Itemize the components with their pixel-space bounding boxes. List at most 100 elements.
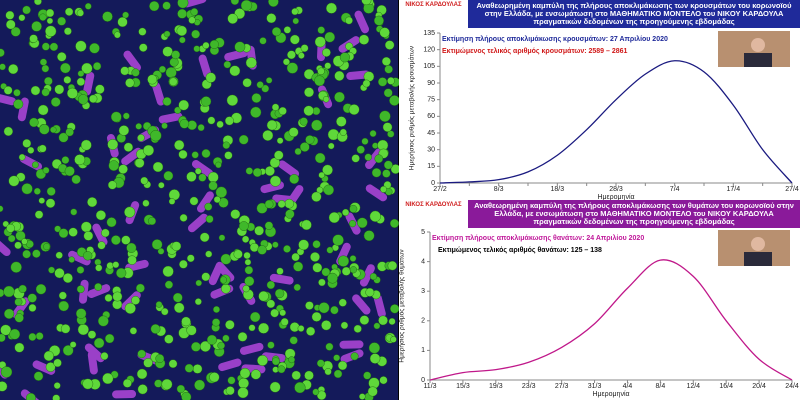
coccus — [121, 235, 131, 245]
y-tick-label: 1 — [421, 347, 425, 354]
coccus — [237, 332, 248, 342]
coccus — [363, 230, 375, 242]
coccus — [361, 137, 369, 145]
coccus — [102, 372, 114, 385]
coccus — [312, 388, 320, 396]
coccus — [270, 308, 279, 318]
coccus — [283, 26, 292, 34]
coccus — [93, 337, 105, 349]
coccus — [95, 264, 103, 272]
coccus — [113, 31, 121, 39]
coccus — [316, 359, 325, 368]
coccus — [371, 168, 382, 178]
coccus — [204, 202, 213, 211]
coccus — [45, 198, 56, 208]
coccus — [106, 217, 117, 228]
coccus — [13, 99, 24, 110]
coccus — [345, 16, 353, 25]
coccus — [241, 235, 250, 243]
coccus — [317, 67, 325, 75]
coccus — [224, 116, 234, 126]
coccus — [3, 86, 13, 95]
coccus — [136, 368, 148, 380]
rod — [123, 50, 141, 72]
coccus — [0, 205, 4, 213]
coccus — [276, 137, 284, 144]
coccus — [45, 25, 57, 37]
coccus — [39, 124, 50, 135]
coccus — [283, 245, 291, 253]
x-axis-label: Ημερομηνία — [592, 390, 629, 398]
coccus — [179, 119, 190, 129]
coccus — [179, 36, 186, 44]
coccus — [0, 63, 6, 71]
coccus — [120, 66, 130, 76]
coccus — [334, 91, 345, 103]
coccus — [3, 285, 15, 298]
y-tick-label: 0 — [421, 377, 425, 384]
y-tick-label: 45 — [427, 130, 435, 137]
coccus — [303, 105, 314, 116]
coccus — [174, 139, 185, 151]
coccus — [81, 62, 93, 74]
coccus — [383, 160, 393, 170]
coccus — [265, 77, 273, 84]
coccus — [325, 2, 337, 14]
coccus — [14, 313, 24, 323]
coccus — [288, 356, 296, 364]
coccus — [378, 315, 388, 326]
x-tick-label: 23/3 — [522, 383, 536, 390]
coccus — [61, 156, 70, 164]
coccus — [58, 132, 69, 143]
x-tick-label: 27/2 — [433, 186, 447, 193]
coccus — [68, 256, 75, 263]
rod — [352, 294, 371, 315]
coccus — [54, 225, 62, 233]
coccus — [39, 13, 47, 21]
coccus — [341, 266, 351, 276]
coccus — [387, 77, 395, 85]
coccus — [373, 15, 384, 26]
coccus — [143, 358, 153, 368]
coccus — [64, 166, 75, 177]
coccus — [41, 42, 50, 51]
coccus — [110, 111, 122, 123]
coccus — [369, 210, 381, 222]
coccus — [33, 187, 41, 195]
coccus — [154, 379, 163, 388]
coccus — [140, 176, 149, 185]
coccus — [178, 149, 188, 159]
coccus — [75, 308, 87, 319]
coccus — [46, 186, 56, 196]
coccus — [348, 220, 357, 228]
coccus — [177, 0, 189, 9]
coccus — [277, 365, 286, 374]
x-tick-label: 20/4 — [752, 383, 766, 390]
coccus — [266, 13, 277, 24]
coccus — [206, 334, 217, 345]
coccus — [264, 221, 274, 230]
coccus — [0, 381, 8, 392]
rod — [269, 273, 294, 285]
coccus — [53, 382, 61, 390]
coccus — [157, 247, 165, 255]
coccus — [293, 261, 304, 272]
x-tick-label: 7/4 — [670, 186, 680, 193]
coccus — [186, 254, 195, 263]
annotation: Εκτιμώμενος τελικός αριθμός κρουσμάτων: … — [442, 47, 628, 55]
coccus — [384, 40, 395, 50]
rod — [198, 54, 212, 78]
coccus — [353, 324, 362, 333]
coccus — [284, 198, 295, 209]
coccus — [171, 241, 182, 251]
photo-body — [744, 53, 772, 67]
coccus — [102, 11, 113, 22]
coccus — [327, 142, 335, 150]
coccus — [137, 134, 145, 142]
coccus — [264, 199, 274, 209]
coccus — [45, 362, 56, 372]
y-tick-label: 3 — [421, 288, 425, 295]
coccus — [194, 167, 202, 175]
line — [429, 259, 793, 381]
coccus — [198, 173, 207, 182]
